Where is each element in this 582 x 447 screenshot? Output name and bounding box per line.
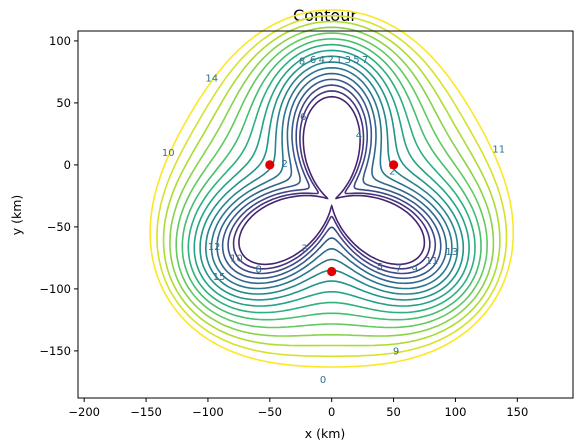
contour-level-1 bbox=[238, 95, 426, 266]
contour-level-8 bbox=[199, 55, 465, 301]
contour-label: 6 bbox=[310, 55, 316, 66]
contour-level-7 bbox=[204, 61, 459, 295]
y-tick-label: −150 bbox=[39, 344, 71, 358]
contour-label: 11 bbox=[426, 256, 439, 267]
plot-frame bbox=[77, 30, 574, 399]
contour-level-5 bbox=[216, 72, 448, 285]
y-tick-label: 50 bbox=[56, 96, 71, 110]
contour-label: 2 bbox=[327, 55, 333, 66]
contour-label: 8 bbox=[256, 265, 262, 276]
contour-level-12 bbox=[175, 32, 489, 329]
contour-label: 3 bbox=[345, 55, 351, 66]
contour-label: 13 bbox=[445, 247, 458, 258]
contour-label: 5 bbox=[377, 262, 383, 273]
contour-label: 6 bbox=[300, 112, 306, 123]
contour-label: 8 bbox=[299, 56, 305, 67]
source-point bbox=[327, 266, 337, 277]
source-point bbox=[389, 160, 399, 170]
x-tick-label: 100 bbox=[444, 405, 466, 419]
contour-level-14 bbox=[162, 20, 501, 347]
contour-level-2 bbox=[232, 90, 431, 270]
contour-level-10 bbox=[187, 43, 476, 314]
contour-level-3 bbox=[227, 84, 437, 275]
y-tick-label: −50 bbox=[47, 220, 71, 234]
contour-level-9 bbox=[193, 49, 470, 307]
x-axis-label: x (km) bbox=[305, 426, 346, 441]
contour-lines bbox=[149, 9, 515, 368]
y-tick-label: 100 bbox=[49, 34, 71, 48]
contour-label: 3 bbox=[301, 244, 307, 255]
y-axis-label: y (km) bbox=[9, 195, 24, 236]
contour-label: 5 bbox=[353, 55, 359, 66]
source-markers bbox=[265, 160, 399, 277]
contour-label: 4 bbox=[319, 55, 325, 66]
y-axis-ticks: −150 −100 −50 0 50 100 bbox=[39, 34, 78, 358]
contour-label: 15 bbox=[213, 272, 226, 283]
contour-level-6 bbox=[210, 66, 453, 290]
x-tick-label: −100 bbox=[192, 405, 224, 419]
x-tick-label: −200 bbox=[68, 405, 100, 419]
contour-label: 1 bbox=[336, 55, 342, 66]
y-tick-label: 0 bbox=[64, 158, 71, 172]
contour-label: 10 bbox=[230, 253, 243, 264]
y-tick-label: −100 bbox=[39, 282, 71, 296]
x-tick-label: 150 bbox=[506, 405, 528, 419]
x-axis-ticks: −200 −150 −100 −50 0 50 100 150 bbox=[68, 398, 528, 419]
contour-level-11 bbox=[181, 38, 482, 321]
contour-level-15 bbox=[156, 14, 508, 358]
source-point bbox=[265, 160, 275, 170]
contour-label: 2 bbox=[389, 167, 395, 178]
contour-label: 7 bbox=[395, 263, 401, 274]
x-tick-label: 50 bbox=[386, 405, 401, 419]
x-tick-label: −150 bbox=[130, 405, 162, 419]
contour-level-13 bbox=[169, 26, 495, 337]
contour-label: 0 bbox=[320, 375, 326, 386]
contour-label: 2 bbox=[282, 159, 288, 170]
contour-label: 14 bbox=[205, 74, 218, 85]
contour-level-4 bbox=[221, 78, 442, 280]
contour-label: 7 bbox=[362, 55, 368, 66]
contour-label: 9 bbox=[393, 346, 399, 357]
x-tick-label: 0 bbox=[328, 405, 335, 419]
contour-label: 4 bbox=[356, 131, 362, 142]
contour-label: 12 bbox=[208, 242, 221, 253]
contour-label: 9 bbox=[411, 265, 417, 276]
contour-level-16 bbox=[149, 9, 515, 368]
contour-label: 11 bbox=[492, 144, 505, 155]
x-tick-label: −50 bbox=[258, 405, 282, 419]
contour-label: 10 bbox=[162, 148, 175, 159]
